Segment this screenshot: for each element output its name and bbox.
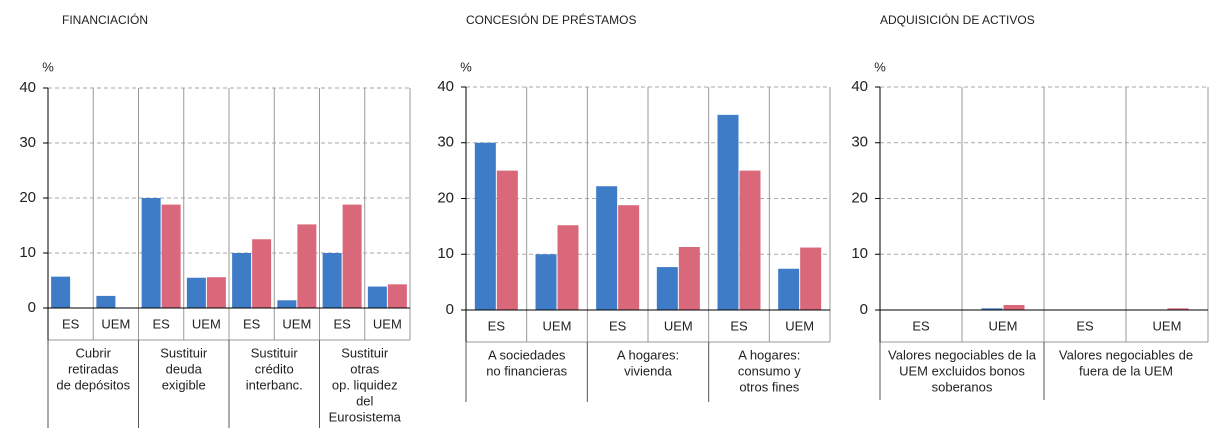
group-label: vivienda xyxy=(624,363,672,378)
bar xyxy=(618,205,640,310)
bar xyxy=(717,114,739,310)
y-axis-label: % xyxy=(460,59,472,74)
x-tick-label: UEM xyxy=(989,318,1018,333)
x-tick-label: UEM xyxy=(373,316,402,331)
y-tick-label: 40 xyxy=(851,78,868,95)
group-label: deuda xyxy=(166,361,203,376)
group-label: Sustituir xyxy=(160,345,208,360)
group-label: de depósitos xyxy=(56,377,130,392)
x-tick-label: ES xyxy=(243,316,261,331)
y-tick-label: 20 xyxy=(19,189,36,206)
y-tick-label: 30 xyxy=(19,134,36,151)
group-label: fuera de la UEM xyxy=(1079,363,1173,378)
x-tick-label: UEM xyxy=(664,318,693,333)
group-label: Valores negociables de xyxy=(1059,347,1193,362)
y-tick-label: 10 xyxy=(851,245,868,262)
x-tick-label: ES xyxy=(62,316,80,331)
bar xyxy=(678,247,700,310)
x-tick-label: UEM xyxy=(785,318,814,333)
group-label: Valores negociables de la xyxy=(888,347,1037,362)
x-tick-label: ES xyxy=(152,316,170,331)
x-tick-label: UEM xyxy=(543,318,572,333)
group-label: Sustituir xyxy=(341,345,389,360)
y-tick-label: 10 xyxy=(437,245,454,262)
bar xyxy=(277,300,297,308)
group-label: interbanc. xyxy=(246,377,303,392)
group-label: Sustituir xyxy=(251,345,299,360)
bar xyxy=(96,295,116,308)
x-tick-label: UEM xyxy=(1153,318,1182,333)
bar xyxy=(1003,304,1025,310)
chart-title: ADQUISICIÓN DE ACTIVOS xyxy=(880,12,1035,27)
chart-title: FINANCIACIÓN xyxy=(62,12,148,27)
y-tick-label: 10 xyxy=(19,244,36,261)
y-axis-label: % xyxy=(42,59,54,74)
group-label: exigible xyxy=(162,377,206,392)
group-label: otras xyxy=(350,361,379,376)
y-axis-label: % xyxy=(874,59,886,74)
bar xyxy=(778,268,800,310)
group-label: A hogares: xyxy=(738,347,800,362)
bar xyxy=(232,253,252,308)
y-tick-label: 40 xyxy=(19,79,36,96)
bar xyxy=(322,253,342,308)
bar xyxy=(656,267,678,310)
group-label: consumo y xyxy=(738,363,801,378)
group-label: Eurosistema xyxy=(329,409,402,424)
group-label: Cubrir xyxy=(76,345,112,360)
x-tick-label: ES xyxy=(333,316,351,331)
group-label: crédito xyxy=(255,361,294,376)
bar xyxy=(367,286,387,308)
bar xyxy=(161,204,181,308)
group-label: del xyxy=(356,393,373,408)
bar xyxy=(496,170,518,310)
x-tick-label: ES xyxy=(1076,318,1094,333)
bar xyxy=(535,254,557,310)
group-label: A hogares: xyxy=(617,347,679,362)
group-label: soberanos xyxy=(932,379,993,394)
bar xyxy=(474,142,496,310)
group-label: A sociedades xyxy=(488,347,566,362)
bar xyxy=(387,284,407,308)
bar xyxy=(557,225,579,310)
y-tick-label: 20 xyxy=(437,189,454,206)
bar xyxy=(141,198,161,308)
x-tick-label: UEM xyxy=(101,316,130,331)
group-label: otros fines xyxy=(739,379,799,394)
x-tick-label: ES xyxy=(488,318,506,333)
bar xyxy=(342,204,362,308)
bar xyxy=(51,276,71,308)
y-tick-label: 0 xyxy=(28,299,36,316)
x-tick-label: ES xyxy=(609,318,627,333)
group-label: retiradas xyxy=(68,361,119,376)
x-tick-label: UEM xyxy=(282,316,311,331)
y-tick-label: 30 xyxy=(851,134,868,151)
y-tick-label: 20 xyxy=(851,189,868,206)
group-label: op. liquidez xyxy=(332,377,398,392)
x-tick-label: UEM xyxy=(192,316,221,331)
y-tick-label: 30 xyxy=(437,134,454,151)
bar xyxy=(252,239,272,308)
bar xyxy=(297,224,317,308)
x-tick-label: ES xyxy=(912,318,930,333)
bar xyxy=(1167,308,1189,310)
bar xyxy=(981,308,1003,310)
group-label: UEM excluidos bonos xyxy=(899,363,1025,378)
chart-title: CONCESIÓN DE PRÉSTAMOS xyxy=(466,12,636,27)
bar xyxy=(800,247,822,310)
bar xyxy=(186,277,206,308)
bar xyxy=(739,170,761,310)
bar xyxy=(206,277,226,308)
y-tick-label: 40 xyxy=(437,78,454,95)
group-label: no financieras xyxy=(486,363,567,378)
bar xyxy=(596,186,618,310)
x-tick-label: ES xyxy=(730,318,748,333)
y-tick-label: 0 xyxy=(446,301,454,318)
y-tick-label: 0 xyxy=(860,301,868,318)
